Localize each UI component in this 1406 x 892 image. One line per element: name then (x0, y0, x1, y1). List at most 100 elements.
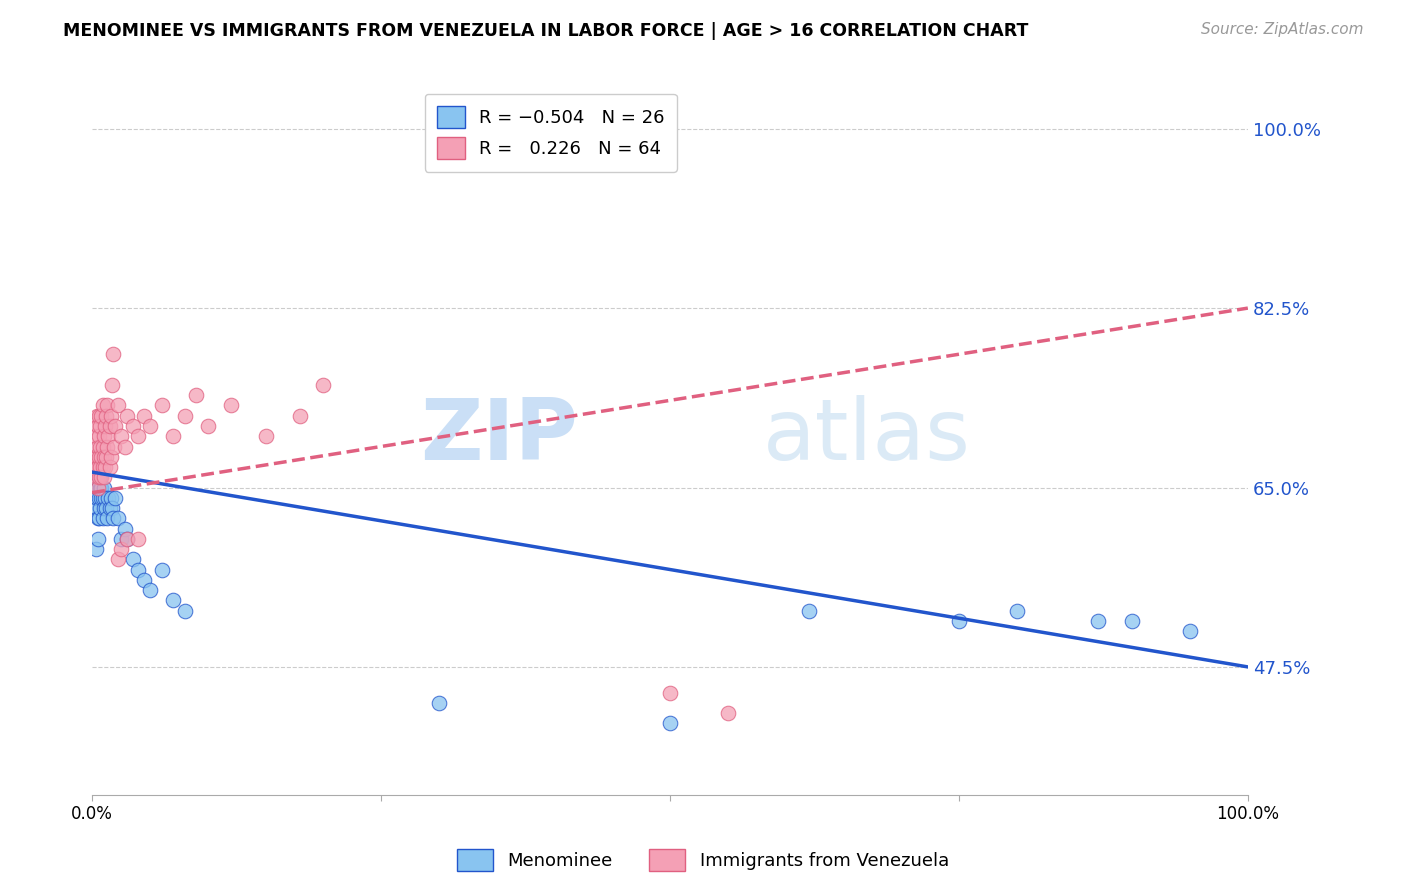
Point (87, 429, 110, 443)
Point (101, 501, 124, 516)
Point (1005, 603, 1028, 617)
Point (87, 491, 110, 505)
Point (98, 419, 121, 434)
Point (127, 562, 149, 576)
Point (186, 388, 208, 402)
Point (94, 419, 117, 434)
Point (139, 419, 162, 434)
Text: atlas: atlas (762, 395, 970, 478)
Point (83, 450, 105, 464)
Point (86, 470, 108, 484)
Point (96, 511, 118, 525)
Point (91, 491, 114, 505)
Point (93, 501, 115, 516)
Point (87, 419, 110, 434)
Text: Source: ZipAtlas.com: Source: ZipAtlas.com (1201, 22, 1364, 37)
Point (89, 440, 111, 454)
Point (98, 501, 121, 516)
Point (96, 399, 118, 413)
Point (93, 429, 115, 443)
Point (104, 419, 127, 434)
Point (87, 460, 110, 475)
Point (87, 470, 110, 484)
Point (94, 460, 117, 475)
Text: ZIP: ZIP (420, 395, 578, 478)
Point (110, 429, 132, 443)
Point (90, 481, 112, 495)
Point (100, 409, 122, 423)
Point (93, 450, 115, 464)
Point (173, 603, 195, 617)
Point (94, 501, 117, 516)
Point (150, 399, 173, 413)
Point (162, 429, 184, 443)
Point (91, 511, 114, 525)
Text: MENOMINEE VS IMMIGRANTS FROM VENEZUELA IN LABOR FORCE | AGE > 16 CORRELATION CHA: MENOMINEE VS IMMIGRANTS FROM VENEZUELA I… (63, 22, 1029, 40)
Point (91, 440, 114, 454)
Point (97, 429, 120, 443)
Point (107, 511, 129, 525)
Point (101, 347, 124, 361)
Point (134, 573, 156, 587)
Point (948, 614, 970, 628)
Point (86, 450, 108, 464)
Point (87, 409, 110, 423)
Point (94, 491, 117, 505)
Point (290, 409, 312, 423)
Point (90, 409, 112, 423)
Point (93, 481, 115, 495)
Point (115, 409, 138, 423)
Legend: Menominee, Immigrants from Venezuela: Menominee, Immigrants from Venezuela (450, 842, 956, 879)
Point (107, 552, 129, 566)
Point (103, 440, 125, 454)
Point (94, 450, 117, 464)
Point (86, 501, 108, 516)
Point (312, 378, 335, 392)
Point (94, 409, 117, 423)
Point (121, 552, 143, 566)
Point (110, 541, 132, 556)
Point (100, 491, 122, 505)
Point (110, 532, 132, 546)
Point (101, 511, 124, 525)
Point (107, 399, 129, 413)
Point (150, 562, 173, 576)
Point (86, 409, 108, 423)
Point (114, 522, 136, 536)
Point (89, 501, 111, 516)
Point (127, 429, 149, 443)
Point (90, 450, 112, 464)
Point (104, 491, 127, 505)
Point (97, 491, 120, 505)
Point (254, 429, 277, 443)
Point (101, 378, 124, 392)
Point (134, 409, 156, 423)
Point (93, 470, 115, 484)
Point (1121, 614, 1143, 628)
Point (219, 399, 242, 413)
Point (87, 470, 110, 484)
Point (717, 706, 740, 720)
Point (96, 440, 118, 454)
Point (89, 460, 111, 475)
Point (659, 716, 682, 731)
Point (87, 511, 110, 525)
Point (84, 460, 107, 475)
Point (89, 470, 111, 484)
Point (115, 532, 138, 546)
Point (121, 419, 143, 434)
Point (87, 532, 110, 546)
Point (197, 419, 219, 434)
Point (91, 399, 114, 413)
Point (427, 696, 450, 710)
Point (114, 440, 136, 454)
Point (173, 409, 195, 423)
Point (87, 481, 110, 495)
Point (127, 532, 149, 546)
Point (98, 460, 121, 475)
Point (1178, 624, 1201, 638)
Point (659, 685, 682, 699)
Point (87, 450, 110, 464)
Point (100, 450, 122, 464)
Point (162, 593, 184, 607)
